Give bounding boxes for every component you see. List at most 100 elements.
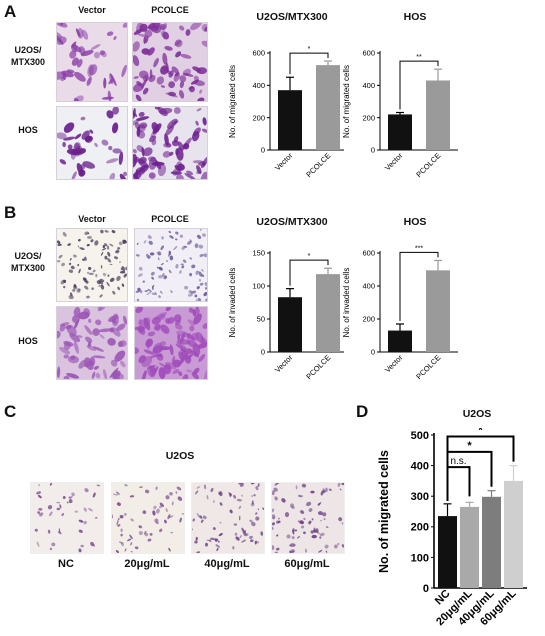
- stained-cell: [78, 311, 90, 320]
- stained-cell: [122, 239, 126, 244]
- stained-cell: [168, 250, 172, 256]
- stained-cell: [124, 484, 128, 487]
- stained-cell: [104, 243, 108, 247]
- stained-cell: [238, 505, 242, 509]
- stained-cell: [325, 487, 328, 492]
- stained-cell: [67, 243, 71, 246]
- stained-cell: [63, 342, 71, 350]
- row-label-line: U2OS/: [14, 251, 42, 261]
- bar-chart-a-hos: 0 200 400 600 No. of migrated cells Vector PCO…: [342, 49, 458, 179]
- stained-cell: [165, 92, 178, 98]
- stained-cell: [199, 229, 202, 231]
- stained-cell: [195, 120, 199, 126]
- stained-cell: [102, 244, 106, 249]
- stained-cell: [104, 255, 108, 260]
- stained-cell: [159, 290, 163, 294]
- stained-cell: [201, 23, 207, 32]
- stained-cell: [88, 318, 92, 323]
- stained-cell: [149, 252, 155, 256]
- stained-cell: [112, 513, 113, 519]
- stained-cell: [127, 538, 132, 542]
- stained-cell: [145, 36, 149, 44]
- stained-cell: [140, 317, 151, 330]
- stained-cell: [84, 231, 89, 236]
- stained-cell: [68, 499, 73, 504]
- stained-cell: [180, 263, 184, 266]
- x-tick-label: PCOLCE: [414, 151, 442, 179]
- significance-label: *: [467, 440, 472, 452]
- stained-cell: [257, 483, 260, 488]
- y-tick-label: 50: [257, 315, 265, 324]
- stained-cell: [203, 369, 207, 379]
- stained-cell: [141, 48, 151, 55]
- row-label-u2os-mtx300: U2OS/ MTX300: [2, 250, 54, 274]
- label-c-40: 40μg/mL: [204, 558, 250, 570]
- stained-cell: [185, 29, 191, 36]
- stained-cell: [162, 151, 171, 158]
- stained-cell: [149, 367, 157, 375]
- stained-cell: [155, 291, 157, 296]
- stained-cell: [109, 367, 119, 379]
- stained-cell: [196, 286, 200, 290]
- label-c-20: 20μg/mL: [124, 558, 170, 570]
- stained-cell: [190, 290, 197, 294]
- stained-cell: [272, 514, 276, 520]
- stained-cell: [182, 72, 194, 77]
- stained-cell: [177, 333, 181, 341]
- stained-cell: [84, 336, 93, 344]
- stained-cell: [156, 76, 164, 85]
- stained-cell: [117, 341, 124, 348]
- stained-cell: [195, 270, 199, 275]
- stained-cell: [217, 540, 220, 543]
- stained-cell: [57, 132, 67, 140]
- significance-bracket: [446, 466, 471, 501]
- stained-cell: [68, 262, 72, 266]
- stained-cell: [201, 128, 207, 133]
- stained-cell: [323, 518, 326, 521]
- stained-cell: [239, 535, 242, 539]
- stained-cell: [144, 29, 153, 38]
- stained-cell: [73, 97, 79, 101]
- y-tick-label: 400: [362, 282, 375, 291]
- stained-cell: [295, 485, 298, 490]
- stained-cell: [148, 156, 157, 170]
- bar: [278, 90, 302, 150]
- chart-title-d: U2OS: [462, 408, 492, 420]
- stained-cell: [57, 240, 61, 245]
- stained-cell: [95, 372, 101, 379]
- stained-cell: [171, 140, 179, 147]
- row-label-line: U2OS/: [14, 45, 42, 55]
- y-axis-label: No. of invaded cells: [342, 268, 351, 338]
- micrograph-c-nc: [30, 482, 104, 554]
- stained-cell: [108, 145, 113, 151]
- stained-cell: [199, 89, 203, 94]
- stained-cell: [120, 271, 126, 274]
- significance-label: ***: [415, 245, 423, 252]
- stained-cell: [116, 323, 126, 331]
- stained-cell: [133, 76, 139, 79]
- stained-cell: [118, 241, 123, 246]
- stained-cell: [84, 488, 89, 493]
- micrograph-c-60: [271, 482, 345, 554]
- stained-cell: [165, 307, 171, 312]
- stained-cell: [168, 547, 171, 552]
- stained-cell: [83, 360, 94, 368]
- stained-cell: [165, 508, 168, 513]
- stained-cell: [176, 486, 182, 491]
- label-c-60: 60μg/mL: [284, 558, 330, 570]
- stained-cell: [186, 170, 194, 176]
- stained-cell: [93, 346, 104, 352]
- micrograph-background: [192, 483, 264, 553]
- stained-cell: [49, 547, 53, 551]
- stained-cell: [153, 505, 157, 510]
- stained-cell: [59, 324, 66, 332]
- stained-cell: [142, 147, 153, 157]
- stained-cell: [322, 489, 326, 494]
- stained-cell: [276, 483, 280, 485]
- y-tick-label: 600: [362, 49, 375, 58]
- stained-cell: [175, 231, 179, 235]
- stained-cell: [179, 234, 184, 238]
- stained-cell: [58, 254, 63, 259]
- stained-cell: [175, 51, 182, 58]
- stained-cell: [257, 508, 260, 511]
